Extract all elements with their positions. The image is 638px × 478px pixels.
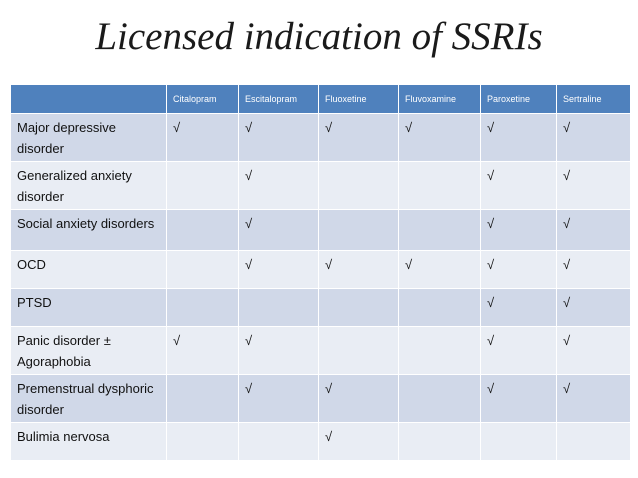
table-row: Major depressive disorder √ √ √ √ √ √: [10, 113, 631, 162]
row-label: Panic disorder ± Agoraphobia: [10, 326, 167, 375]
check-cell: [166, 209, 239, 251]
row-label: Premenstrual dysphoric disorder: [10, 374, 167, 423]
check-cell: √: [318, 422, 399, 461]
check-cell: [480, 422, 557, 461]
check-cell: √: [166, 326, 239, 375]
check-cell: [318, 288, 399, 327]
check-cell: [398, 326, 481, 375]
column-header-escitalopram: Escitalopram: [238, 84, 319, 114]
check-cell: √: [556, 326, 631, 375]
check-cell: √: [556, 113, 631, 162]
check-cell: √: [480, 209, 557, 251]
table-header-row: Citalopram Escitalopram Fluoxetine Fluvo…: [10, 84, 631, 114]
check-cell: √: [398, 250, 481, 289]
column-header-sertraline: Sertraline: [556, 84, 631, 114]
check-cell: [166, 250, 239, 289]
check-cell: √: [398, 113, 481, 162]
check-cell: √: [480, 161, 557, 210]
check-cell: √: [238, 209, 319, 251]
column-header-fluvoxamine: Fluvoxamine: [398, 84, 481, 114]
slide-title: Licensed indication of SSRIs: [95, 15, 543, 58]
row-label: Bulimia nervosa: [10, 422, 167, 461]
check-cell: [398, 288, 481, 327]
check-cell: √: [556, 250, 631, 289]
check-cell: √: [238, 250, 319, 289]
check-cell: √: [318, 113, 399, 162]
check-cell: √: [238, 374, 319, 423]
check-cell: [238, 422, 319, 461]
table-row: Premenstrual dysphoric disorder √ √ √ √: [10, 374, 631, 423]
check-cell: [238, 288, 319, 327]
check-cell: [398, 209, 481, 251]
row-label: PTSD: [10, 288, 167, 327]
check-cell: √: [238, 113, 319, 162]
column-header-blank: [10, 84, 167, 114]
check-cell: √: [556, 288, 631, 327]
check-cell: [398, 161, 481, 210]
column-header-citalopram: Citalopram: [166, 84, 239, 114]
check-cell: [318, 209, 399, 251]
check-cell: [318, 326, 399, 375]
table-row: OCD √ √ √ √ √: [10, 250, 631, 289]
row-label: Social anxiety disorders: [10, 209, 167, 251]
check-cell: √: [556, 161, 631, 210]
check-cell: √: [318, 374, 399, 423]
check-cell: √: [556, 374, 631, 423]
check-cell: √: [556, 209, 631, 251]
check-cell: [556, 422, 631, 461]
check-cell: [166, 422, 239, 461]
check-cell: [398, 422, 481, 461]
check-cell: √: [480, 113, 557, 162]
check-cell: [166, 374, 239, 423]
check-cell: [166, 161, 239, 210]
check-cell: √: [480, 288, 557, 327]
check-cell: [318, 161, 399, 210]
check-cell: √: [166, 113, 239, 162]
check-cell: √: [238, 326, 319, 375]
row-label: Major depressive disorder: [10, 113, 167, 162]
row-label: OCD: [10, 250, 167, 289]
check-cell: √: [480, 374, 557, 423]
table-row: Generalized anxiety disorder √ √ √: [10, 161, 631, 210]
table-row: Panic disorder ± Agoraphobia √ √ √ √: [10, 326, 631, 375]
ssri-indication-table: Citalopram Escitalopram Fluoxetine Fluvo…: [10, 84, 631, 461]
check-cell: √: [318, 250, 399, 289]
check-cell: √: [480, 326, 557, 375]
check-cell: [398, 374, 481, 423]
table-row: Bulimia nervosa √: [10, 422, 631, 461]
check-cell: √: [238, 161, 319, 210]
check-cell: [166, 288, 239, 327]
table-row: Social anxiety disorders √ √ √: [10, 209, 631, 251]
column-header-fluoxetine: Fluoxetine: [318, 84, 399, 114]
column-header-paroxetine: Paroxetine: [480, 84, 557, 114]
table-row: PTSD √ √: [10, 288, 631, 327]
row-label: Generalized anxiety disorder: [10, 161, 167, 210]
check-cell: √: [480, 250, 557, 289]
